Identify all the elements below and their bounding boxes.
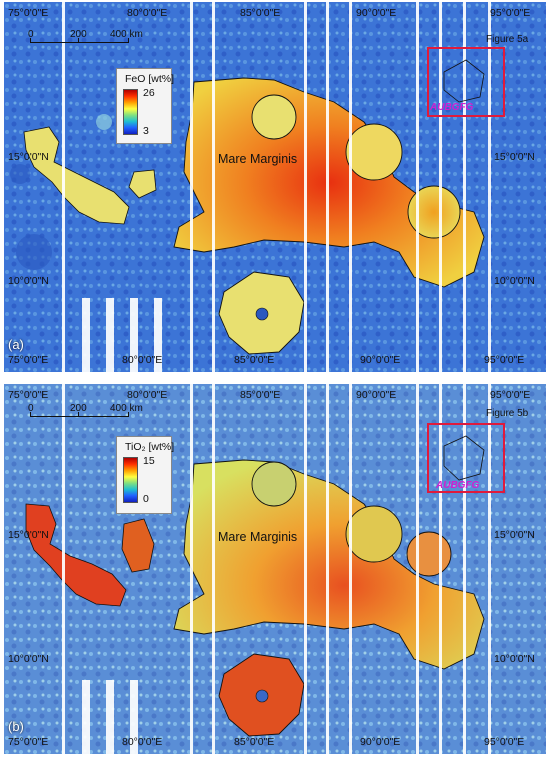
lat-tick-left-10: 10°0'0"N [8,275,49,287]
lon-tick-top-85: 85°0'0"E [240,389,281,401]
feo-map-panel: 75°0'0"E 80°0'0"E 85°0'0"E 90°0'0"E 95°0… [4,2,546,372]
lon-tick-top-85: 85°0'0"E [240,7,281,19]
legend-min: 0 [143,493,149,505]
lat-tick-right-15: 15°0'0"N [494,529,535,541]
lon-tick-bottom-75: 75°0'0"E [8,736,49,748]
lon-tick-bottom-85: 85°0'0"E [234,354,275,366]
scale-label-400: 400 km [110,403,143,414]
lon-tick-top-80: 80°0'0"E [127,7,168,19]
lon-tick-top-90: 90°0'0"E [356,7,397,19]
lat-tick-left-10: 10°0'0"N [8,653,49,665]
roi-label: AUBGFG [430,102,474,113]
legend-max: 15 [143,455,155,467]
lat-tick-right-15: 15°0'0"N [494,151,535,163]
legend-max: 26 [143,87,155,99]
lat-tick-left-15: 15°0'0"N [8,151,49,163]
lon-tick-top-95: 95°0'0"E [490,7,531,19]
lat-tick-right-10: 10°0'0"N [494,653,535,665]
lon-tick-bottom-85: 85°0'0"E [234,736,275,748]
figure-tag: Figure 5b [486,408,529,419]
scale-label-0: 0 [28,403,34,414]
scale-label-0: 0 [28,29,34,40]
lon-tick-top-75: 75°0'0"E [8,389,49,401]
scale-label-400: 400 km [110,29,143,40]
lon-tick-bottom-95: 95°0'0"E [484,354,525,366]
lon-tick-bottom-75: 75°0'0"E [8,354,49,366]
legend-title: FeO [wt%] [125,73,175,85]
mare-marginis-label: Mare Marginis [218,152,298,166]
lon-tick-bottom-90: 90°0'0"E [360,354,401,366]
scale-bar: 0 200 400 km [28,403,160,422]
lon-tick-top-75: 75°0'0"E [8,7,49,19]
figure-tag: Figure 5a [486,34,529,45]
scale-label-200: 200 [70,403,87,414]
scale-label-200: 200 [70,29,87,40]
lon-tick-bottom-90: 90°0'0"E [360,736,401,748]
panel-letter-a: (a) [8,337,24,352]
lon-tick-top-80: 80°0'0"E [127,389,168,401]
feo-legend: FeO [wt%] 26 3 [116,68,175,144]
panel-letter-b: (b) [8,719,24,734]
scale-bar: 0 200 400 km [28,29,160,48]
mare-marginis-label: Mare Marginis [218,530,298,544]
lon-tick-bottom-80: 80°0'0"E [122,354,163,366]
roi-label: AUBGFG [436,480,480,491]
lon-tick-bottom-95: 95°0'0"E [484,736,525,748]
lon-tick-top-95: 95°0'0"E [490,389,531,401]
tio2-legend: TiO₂ [wt%] 15 0 [116,436,175,514]
lat-tick-left-15: 15°0'0"N [8,529,49,541]
tio2-map-panel: 75°0'0"E 80°0'0"E 85°0'0"E 90°0'0"E 95°0… [4,384,546,754]
legend-colorbar [123,89,138,135]
lat-tick-right-10: 10°0'0"N [494,275,535,287]
feo-map [4,2,546,372]
legend-colorbar [123,457,138,503]
legend-min: 3 [143,125,149,137]
legend-title: TiO₂ [wt%] [125,441,175,453]
lon-tick-bottom-80: 80°0'0"E [122,736,163,748]
tio2-map [4,384,546,754]
lon-tick-top-90: 90°0'0"E [356,389,397,401]
